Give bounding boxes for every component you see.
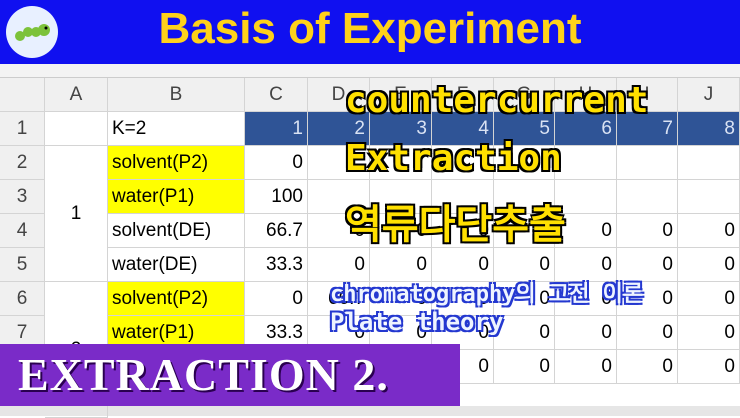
cell-value: 0 [245, 282, 308, 316]
cell-value: 7 [617, 112, 678, 146]
row-label: solvent(P2) [108, 146, 245, 180]
cell-value: 0 [308, 214, 370, 248]
cell-value: 0 [432, 282, 494, 316]
title: Basis of Experiment [158, 4, 582, 53]
cell [494, 146, 555, 180]
cell-value: 0 [555, 282, 617, 316]
cell-value: 0 [494, 350, 555, 384]
column-header: C [245, 78, 308, 112]
overlay-text: countercurrent [345, 80, 649, 121]
cell [432, 180, 494, 214]
cell-value: 0 [678, 214, 740, 248]
cell [678, 180, 740, 214]
cell [617, 180, 678, 214]
cell-value: 0 [494, 316, 555, 350]
column-header: I [617, 78, 678, 112]
cell-value: 2 [308, 112, 370, 146]
cell-value: 3 [370, 112, 432, 146]
cell-value: 0 [617, 282, 678, 316]
column-header: F [432, 78, 494, 112]
column-header: D [308, 78, 370, 112]
column-header: H [555, 78, 617, 112]
column-header: J [678, 78, 740, 112]
cell [494, 180, 555, 214]
logo [6, 6, 58, 58]
cell-value: 0 [370, 248, 432, 282]
cell-value: 6 [555, 112, 617, 146]
column-header: B [108, 78, 245, 112]
logo-icon [15, 24, 50, 41]
cell-value: 0 [555, 248, 617, 282]
cell-value: 0 [494, 214, 555, 248]
cell-value: 0 [432, 248, 494, 282]
column-header: G [494, 78, 555, 112]
cell-value: 0 [494, 248, 555, 282]
row-label: solvent(P2) [108, 282, 245, 316]
group-label: 1 [45, 146, 108, 282]
column-header: E [370, 78, 432, 112]
cell-value: 0 [617, 248, 678, 282]
overlay-text: 역류다단추출 [345, 202, 566, 248]
cell [308, 146, 370, 180]
cell-value: 0 [678, 316, 740, 350]
cell-value: 0 [678, 282, 740, 316]
cell [308, 180, 370, 214]
row-header: 4 [0, 214, 45, 248]
cell-value: 0 [432, 214, 494, 248]
cell [555, 146, 617, 180]
cell-value: 0 [245, 146, 308, 180]
row-header: 5 [0, 248, 45, 282]
cell-value: 66.7 [245, 214, 308, 248]
cell-value: 4 [432, 112, 494, 146]
cell [45, 112, 108, 146]
cell-value: 5 [494, 112, 555, 146]
cell-value: 0 [617, 214, 678, 248]
overlay-text: Extraction [345, 138, 562, 179]
row-label: water(DE) [108, 248, 245, 282]
banner [0, 0, 740, 64]
cell-value: 0 [370, 214, 432, 248]
cell-value: 8 [678, 112, 740, 146]
cell-value: 0 [555, 214, 617, 248]
overlay-text: chromatography의 고전 이론 [330, 282, 644, 307]
formula-bar [0, 64, 740, 78]
badge: EXTRACTION 2. [0, 344, 460, 406]
cell-value: 0 [678, 248, 740, 282]
row-header: 3 [0, 180, 45, 214]
cell-value: 0 [370, 282, 432, 316]
cell [617, 146, 678, 180]
cell-value: 100 [245, 180, 308, 214]
row-header: 2 [0, 146, 45, 180]
cell [555, 180, 617, 214]
cell [370, 146, 432, 180]
cell-value: 0 [555, 316, 617, 350]
cell-value: 66.7 [308, 282, 370, 316]
cell [678, 146, 740, 180]
row-label: solvent(DE) [108, 214, 245, 248]
cell-value: 0 [555, 350, 617, 384]
column-header: A [45, 78, 108, 112]
overlay-text: Plate theory [330, 308, 504, 336]
row-header: 6 [0, 282, 45, 316]
cell-value: 0 [678, 350, 740, 384]
corner [0, 78, 45, 112]
cell-value: 1 [245, 112, 308, 146]
cell [370, 180, 432, 214]
cell-value: 33.3 [245, 248, 308, 282]
status-bar [0, 406, 740, 416]
cell-value: 0 [617, 316, 678, 350]
cell [432, 146, 494, 180]
row-label: water(P1) [108, 180, 245, 214]
row-header: 1 [0, 112, 45, 146]
row-label: K=2 [108, 112, 245, 146]
cell-value: 0 [617, 350, 678, 384]
cell-value: 0 [494, 282, 555, 316]
cell-value: 0 [308, 248, 370, 282]
